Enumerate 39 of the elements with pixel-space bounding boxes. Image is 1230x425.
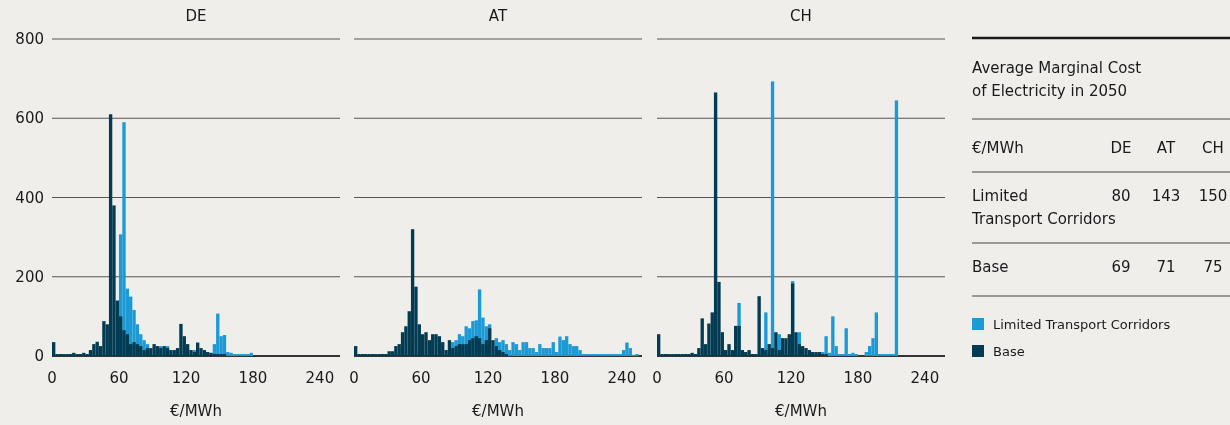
y-tick-label: 200 (15, 267, 44, 286)
category-label: CH (1202, 139, 1224, 157)
x-axis-title: €/MWh (775, 402, 827, 420)
x-tick-label: 60 (411, 369, 431, 387)
text: Base (972, 258, 1009, 276)
category-label: DE (1110, 139, 1132, 157)
x-axis-title: €/MWh (472, 402, 524, 420)
data-label: 71 (1156, 258, 1176, 276)
x-tick-label: 180 (843, 369, 873, 387)
y-tick-label: 400 (15, 188, 44, 207)
category-label: AT (1156, 139, 1176, 157)
x-tick-label: 120 (171, 369, 201, 387)
x-tick-label: 180 (238, 369, 268, 387)
text: €/MWh (972, 139, 1024, 157)
data-label: 69 (1111, 258, 1131, 276)
x-tick-label: 60 (109, 369, 129, 387)
chart-title: AT (488, 7, 508, 25)
y-tick-label: 600 (15, 109, 44, 128)
legend-label: Limited Transport Corridors (993, 317, 1171, 332)
y-tick-label: 0 (34, 347, 44, 365)
x-tick-label: 240 (910, 369, 940, 387)
x-tick-label: 0 (652, 369, 662, 387)
x-axis-title: €/MWh (170, 402, 222, 420)
text: Average Marginal Cost of Electricity in 2050 (972, 59, 1142, 100)
legend-label: Base (993, 344, 1025, 359)
data-label: 150 (1198, 187, 1228, 205)
chart-title: DE (185, 7, 207, 25)
data-label: 143 (1151, 187, 1181, 205)
x-tick-label: 240 (305, 369, 335, 387)
x-tick-label: 120 (776, 369, 806, 387)
x-tick-label: 180 (540, 369, 570, 387)
x-tick-label: 0 (349, 369, 359, 387)
y-tick-label: 800 (15, 30, 44, 48)
x-tick-label: 240 (607, 369, 637, 387)
data-label: 75 (1203, 258, 1223, 276)
x-tick-label: 120 (473, 369, 503, 387)
x-tick-label: 60 (714, 369, 734, 387)
chart-title: CH (790, 7, 812, 25)
x-tick-label: 0 (47, 369, 57, 387)
